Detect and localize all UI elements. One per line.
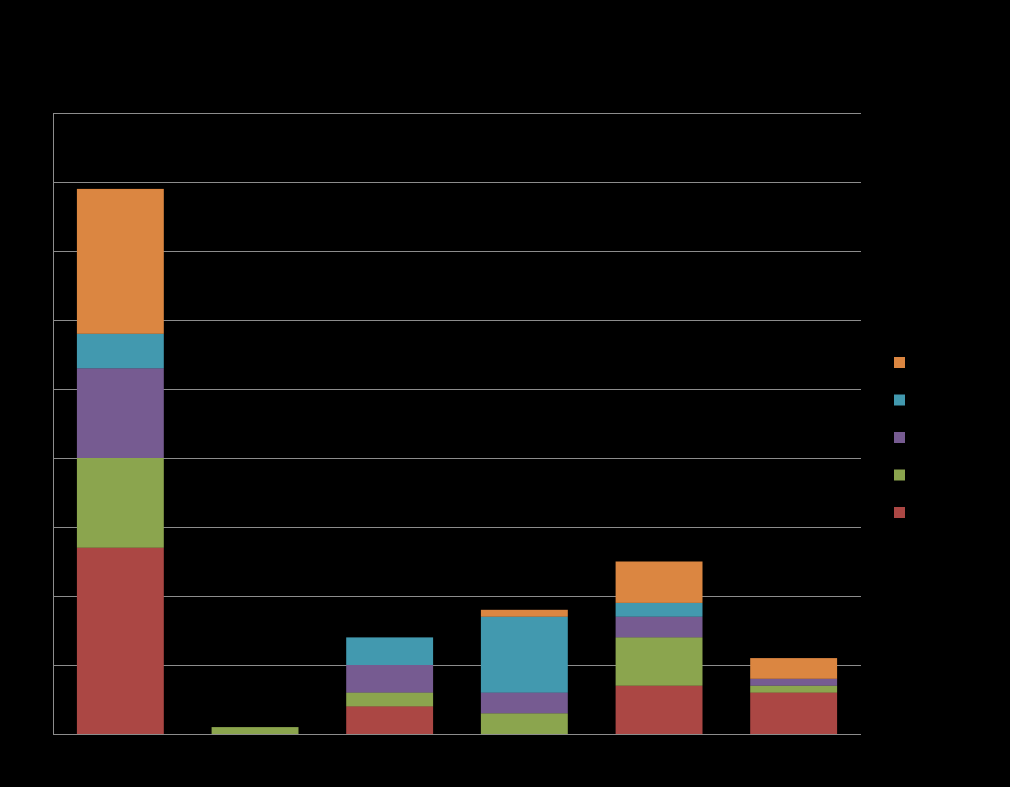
bar-segment-series-3-category-1 [76, 368, 164, 458]
legend-marker-series-4 [894, 394, 905, 406]
bar-segment-series-5-category-6 [750, 658, 838, 679]
legend-marker-series-1 [894, 507, 905, 518]
bar-segment-series-2-category-3 [346, 692, 434, 707]
bar-segment-series-5-category-1 [76, 188, 164, 334]
bar-segment-series-2-category-5 [615, 637, 703, 686]
legend-marker-series-3 [894, 432, 905, 443]
legend [894, 357, 905, 518]
bar-segment-series-2-category-6 [750, 685, 838, 693]
legend-marker-series-2 [894, 469, 905, 481]
bar-segment-series-3-category-6 [750, 678, 838, 686]
bar-segment-series-4-category-5 [615, 602, 703, 617]
bar-segment-series-1-category-3 [346, 706, 434, 734]
axes [53, 113, 861, 735]
bar-segment-series-2-category-4 [480, 713, 568, 734]
bar-segment-series-2-category-2 [211, 727, 299, 734]
legend-marker-series-5 [894, 357, 905, 368]
bar-segment-series-5-category-5 [615, 561, 703, 603]
bar-segment-series-4-category-4 [480, 616, 568, 693]
bars [76, 188, 838, 734]
bar-segment-series-4-category-3 [346, 637, 434, 665]
bar-segment-series-1-category-6 [750, 692, 838, 734]
bar-segment-series-3-category-5 [615, 616, 703, 638]
bar-segment-series-4-category-1 [76, 333, 164, 369]
bar-segment-series-1-category-5 [615, 685, 703, 734]
bar-segment-series-3-category-3 [346, 665, 434, 693]
bar-segment-series-5-category-4 [480, 609, 568, 617]
gridlines [53, 113, 861, 666]
bar-segment-series-1-category-1 [76, 547, 164, 734]
bar-segment-series-3-category-4 [480, 692, 568, 714]
bar-segment-series-2-category-1 [76, 458, 164, 548]
